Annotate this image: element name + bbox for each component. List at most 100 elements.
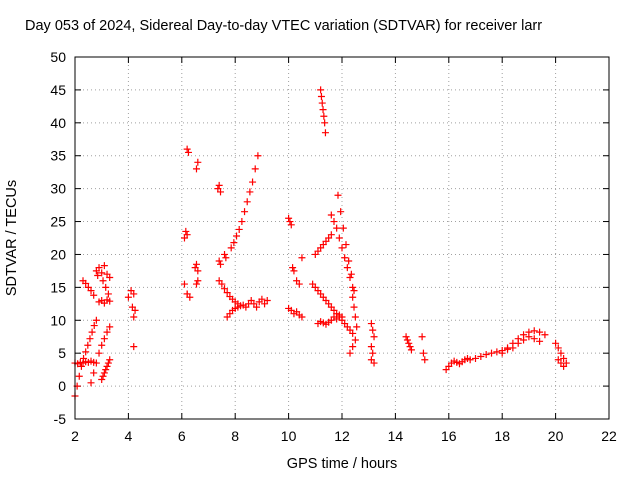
- data-point: [227, 244, 235, 252]
- data-point: [286, 218, 294, 226]
- data-point: [180, 280, 188, 288]
- data-point: [230, 239, 238, 247]
- data-point: [130, 290, 138, 298]
- data-point: [554, 344, 562, 352]
- data-point: [343, 264, 351, 272]
- data-point: [258, 295, 266, 303]
- data-point: [530, 327, 538, 335]
- data-point: [100, 262, 108, 270]
- data-point: [341, 254, 349, 262]
- chart-title: Day 053 of 2024, Sidereal Day-to-day VTE…: [25, 18, 543, 34]
- data-point: [335, 234, 343, 242]
- data-point: [338, 313, 346, 321]
- data-point: [290, 267, 298, 275]
- series-seg-c-low-flat: [71, 357, 98, 368]
- series-seg-o-band-12: [223, 295, 271, 321]
- data-point: [346, 349, 354, 357]
- data-point: [298, 313, 306, 321]
- series-seg-j-near-6-low: [180, 280, 194, 301]
- data-point: [84, 341, 92, 349]
- data-point: [103, 328, 111, 336]
- data-point: [334, 191, 342, 199]
- x-tick-label: 8: [231, 428, 239, 444]
- data-point: [342, 241, 350, 249]
- data-point: [350, 287, 358, 295]
- data-point: [75, 372, 83, 380]
- data-point: [493, 348, 501, 356]
- data-point: [183, 145, 191, 153]
- y-tick-label: 35: [50, 148, 66, 164]
- tick-labels: 2 4 6 8 10 12 14 16 18 20 22 -5 0 5 10 15 20 25 30 35 40 45 50: [50, 49, 617, 444]
- data-point: [349, 343, 357, 351]
- data-point: [287, 221, 295, 229]
- data-point: [215, 257, 223, 265]
- data-point: [525, 333, 533, 341]
- data-point: [98, 376, 106, 384]
- data-point: [87, 287, 95, 295]
- data-point: [289, 264, 297, 272]
- y-tick-label: 30: [50, 181, 66, 197]
- data-point: [217, 260, 225, 268]
- data-point: [106, 323, 114, 331]
- data-point: [345, 257, 353, 265]
- x-tick-label: 14: [388, 428, 404, 444]
- data-point: [488, 349, 496, 357]
- series-seg-x-near-12p5: [349, 293, 361, 344]
- data-point: [298, 254, 306, 262]
- data-point: [327, 231, 335, 239]
- series-seg-ag-near-20: [552, 339, 570, 367]
- data-point: [333, 315, 341, 323]
- data-point: [520, 336, 528, 344]
- y-tick-label: 15: [50, 279, 66, 295]
- x-tick-label: 16: [441, 428, 457, 444]
- series-seg-z-near-13: [367, 320, 378, 367]
- data-point: [94, 272, 102, 280]
- data-point: [405, 339, 413, 347]
- data-point: [349, 329, 357, 337]
- series-seg-aa-near-14p5: [402, 333, 415, 354]
- data-point: [504, 344, 512, 352]
- data-point: [319, 106, 327, 114]
- data-point: [103, 362, 111, 370]
- data-point: [317, 86, 325, 94]
- data-point: [192, 280, 200, 288]
- data-point: [90, 291, 98, 299]
- data-point: [254, 152, 262, 160]
- data-point: [402, 333, 410, 341]
- data-point: [552, 339, 560, 347]
- data-point: [295, 280, 303, 288]
- data-point: [370, 359, 378, 367]
- data-point: [560, 362, 568, 370]
- grid: [75, 57, 609, 419]
- data-point: [472, 354, 479, 362]
- series-seg-h-near-4: [124, 287, 139, 351]
- data-point: [183, 231, 191, 239]
- data-point: [95, 349, 103, 357]
- x-tick-label: 10: [281, 428, 297, 444]
- data-point: [215, 181, 223, 189]
- data-point: [98, 341, 106, 349]
- data-point: [407, 346, 415, 354]
- data-point: [90, 322, 98, 330]
- data-point: [182, 227, 190, 235]
- y-tick-label: 0: [58, 378, 66, 394]
- series-seg-m-decline: [215, 277, 242, 308]
- data-point: [98, 269, 106, 277]
- data-point: [238, 218, 246, 226]
- data-point: [263, 297, 271, 305]
- data-point: [421, 356, 429, 364]
- y-tick-label: 50: [50, 49, 66, 65]
- x-tick-label: 20: [548, 428, 564, 444]
- data-point: [351, 313, 359, 321]
- data-point: [100, 369, 108, 377]
- series-seg-ac-dip-16: [442, 354, 471, 374]
- data-point: [536, 328, 544, 336]
- data-point: [86, 335, 94, 343]
- plot-frame: [74, 56, 610, 420]
- data-point: [560, 354, 568, 362]
- series-seg-q-near-10-low: [285, 304, 306, 321]
- series-seg-l-near-7p5: [214, 181, 230, 268]
- series-seg-r-spike-11: [317, 86, 329, 137]
- data-point: [347, 270, 355, 278]
